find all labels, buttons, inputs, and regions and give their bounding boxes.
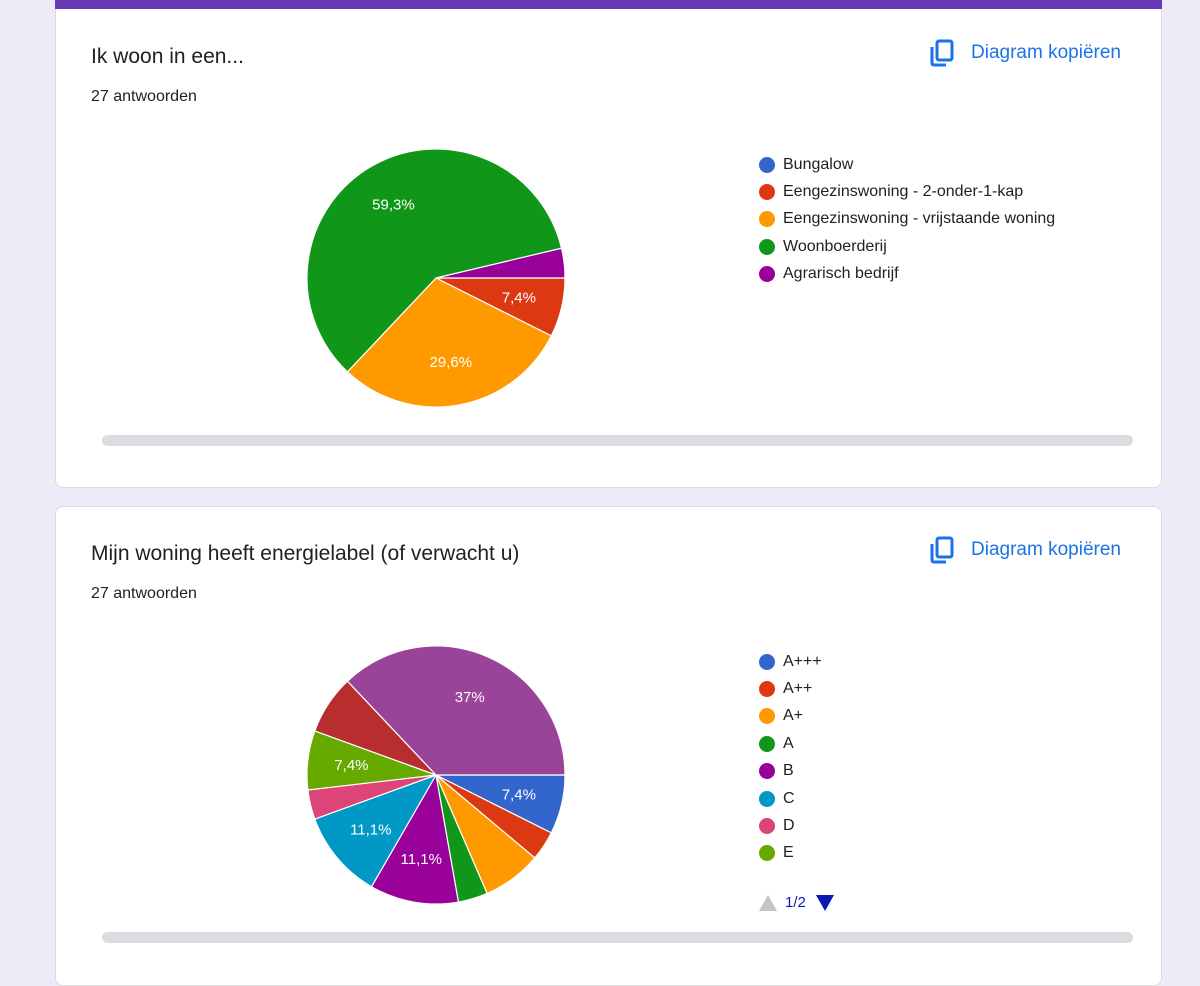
legend-swatch: [759, 790, 775, 807]
horizontal-scrollbar[interactable]: [102, 932, 1133, 943]
legend-item-woonboerderij: Woonboerderij: [759, 233, 1055, 260]
question-title: Ik woon in een...: [91, 45, 244, 68]
legend-label: Bungalow: [783, 155, 854, 173]
pie-slice-b: [370, 773, 460, 905]
legend-swatch: [759, 681, 775, 698]
response-count: 27 antwoorden: [91, 88, 197, 105]
response-count: 27 antwoorden: [91, 585, 197, 602]
copy-chart-button[interactable]: Diagram kopiëren: [929, 35, 1121, 71]
copy-chart-label: Diagram kopiëren: [971, 539, 1121, 560]
legend-item-a: A++: [759, 675, 822, 702]
pie-data-label: 37%: [455, 689, 485, 706]
legend-swatch: [759, 184, 775, 201]
chart-legend: A+++ A++ A+ A B C D E: [759, 648, 822, 867]
pie-data-label: 7,4%: [502, 787, 536, 804]
legend-pager: 1/2: [759, 894, 834, 911]
legend-item-c: C: [759, 785, 822, 812]
legend-swatch: [759, 818, 775, 835]
pie-chart: 7,4% 29,6% 59,3%: [306, 148, 566, 408]
question-card-woning-type: Ik woon in een... 27 antwoorden Diagram …: [55, 0, 1162, 488]
legend-swatch: [759, 763, 775, 780]
legend-item-agrarisch-bedrijf: Agrarisch bedrijf: [759, 261, 1055, 288]
question-card-energielabel: Mijn woning heeft energielabel (of verwa…: [55, 506, 1162, 986]
pie-data-label: 11,1%: [350, 822, 391, 839]
legend-swatch: [759, 156, 775, 173]
legend-label: Woonboerderij: [783, 237, 887, 255]
legend-label: A: [783, 734, 794, 752]
legend-item-d: D: [759, 812, 822, 839]
card-accent-bar: [55, 0, 1162, 9]
legend-item-e: E: [759, 840, 822, 867]
legend-item-a: A+++: [759, 648, 822, 675]
copy-chart-button[interactable]: Diagram kopiëren: [929, 532, 1121, 568]
legend-item-b: B: [759, 758, 822, 785]
chart-legend: Bungalow Eengezinswoning - 2-onder-1-kap E…: [759, 151, 1055, 288]
pie-slice-woonboerderij: [306, 148, 563, 373]
pie-data-label: 7,4%: [334, 757, 368, 774]
pie-chart: 7,4% 11,1% 11,1% 7,4% 37%: [306, 645, 566, 905]
legend-label: A+++: [783, 652, 822, 670]
legend-swatch: [759, 735, 775, 752]
legend-label: D: [783, 817, 795, 835]
pie-slice-eengezinswoning-vrijstaande-woning: [346, 277, 553, 408]
legend-swatch: [759, 238, 775, 255]
legend-label: Agrarisch bedrijf: [783, 265, 899, 283]
copy-icon: [930, 536, 954, 564]
legend-swatch: [759, 708, 775, 725]
legend-item-eengezinswoning-2-onder-1-kap: Eengezinswoning - 2-onder-1-kap: [759, 178, 1055, 205]
legend-label: Eengezinswoning - vrijstaande woning: [783, 210, 1056, 228]
legend-swatch: [759, 845, 775, 862]
legend-label: C: [783, 789, 795, 807]
pie-data-label: 29,6%: [430, 354, 473, 371]
legend-swatch: [759, 211, 775, 228]
pie-data-label: 11,1%: [401, 851, 442, 868]
legend-swatch: [759, 653, 775, 670]
pie-data-label: 7,4%: [502, 290, 536, 307]
legend-item-eengezinswoning-vrijstaande-woning: Eengezinswoning - vrijstaande woning: [759, 206, 1055, 233]
horizontal-scrollbar[interactable]: [102, 435, 1133, 446]
pie-slice-agrarisch-bedrijf: [435, 247, 566, 279]
legend-label: Eengezinswoning - 2-onder-1-kap: [783, 183, 1024, 201]
triangle-up-icon[interactable]: [759, 894, 777, 911]
copy-icon: [930, 39, 954, 67]
legend-label: A++: [783, 680, 813, 698]
pie-slice-c: [314, 773, 438, 888]
copy-chart-label: Diagram kopiëren: [971, 42, 1121, 63]
legend-item-a: A+: [759, 703, 822, 730]
pie-slice-unlabeled-9: [346, 645, 566, 776]
legend-item-a: A: [759, 730, 822, 757]
legend-swatch: [759, 266, 775, 283]
legend-label: A+: [783, 707, 804, 725]
pie-data-label: 59,3%: [372, 196, 415, 213]
question-title: Mijn woning heeft energielabel (of verwa…: [91, 542, 520, 565]
legend-page-indicator: 1/2: [785, 894, 806, 911]
legend-label: B: [783, 762, 794, 780]
legend-item-bungalow: Bungalow: [759, 151, 1055, 178]
triangle-down-icon[interactable]: [815, 894, 834, 911]
legend-label: E: [783, 844, 794, 862]
